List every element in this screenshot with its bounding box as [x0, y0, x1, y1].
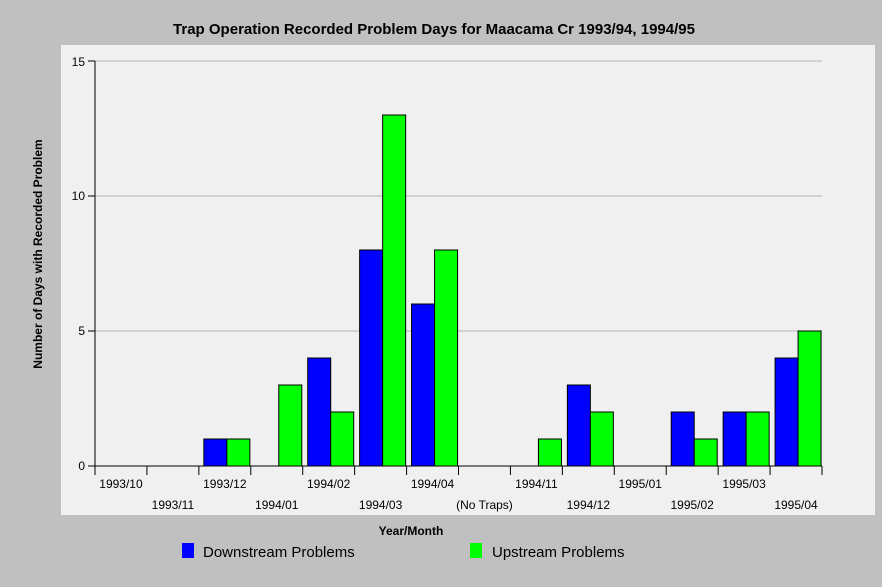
x-tick-label: 1995/03 [722, 477, 766, 491]
x-tick-label: 1994/03 [359, 498, 403, 512]
legend-swatch-downstream [182, 543, 194, 558]
bar-downstream [307, 357, 332, 467]
y-tick-label: 5 [78, 324, 85, 338]
bar-upstream [745, 411, 770, 467]
bar-downstream [203, 438, 228, 467]
bar-upstream [589, 411, 614, 467]
x-tick-label: 1995/02 [670, 498, 714, 512]
x-tick-label: 1994/02 [307, 477, 351, 491]
bar-upstream [693, 438, 718, 467]
bar-upstream [278, 384, 303, 467]
bar-downstream [774, 357, 799, 467]
bar-upstream [226, 438, 251, 467]
bar-upstream [537, 438, 562, 467]
legend-label-upstream: Upstream Problems [492, 544, 625, 561]
legend-swatch-upstream [470, 543, 482, 558]
x-tick-label: 1995/01 [619, 477, 663, 491]
x-tick-label: 1994/11 [515, 477, 558, 491]
bar-downstream [722, 411, 747, 467]
x-tick-label: 1994/01 [255, 498, 299, 512]
x-tick-label: 1995/04 [774, 498, 818, 512]
chart-title: Trap Operation Recorded Problem Days for… [173, 21, 695, 38]
x-tick-label: 1993/10 [99, 477, 143, 491]
bar-upstream [330, 411, 355, 467]
y-tick-label: 0 [78, 459, 85, 473]
bar-downstream [359, 249, 384, 467]
bar-downstream [566, 384, 591, 467]
x-tick-label: 1994/12 [567, 498, 611, 512]
y-tick-label: 15 [72, 55, 86, 69]
y-tick-label: 10 [72, 189, 86, 203]
x-axis-label: Year/Month [379, 524, 444, 538]
x-tick-label: (No Traps) [456, 498, 513, 512]
bar-downstream [411, 303, 436, 467]
bar-upstream [434, 249, 459, 467]
bar-upstream [382, 114, 407, 467]
x-tick-label: 1994/04 [411, 477, 455, 491]
legend-label-downstream: Downstream Problems [203, 544, 355, 561]
x-tick-label: 1993/12 [203, 477, 247, 491]
bar-downstream [670, 411, 695, 467]
y-axis-label: Number of Days with Recorded Problem [31, 139, 45, 368]
bar-upstream [797, 330, 822, 467]
x-tick-label: 1993/11 [152, 498, 195, 512]
